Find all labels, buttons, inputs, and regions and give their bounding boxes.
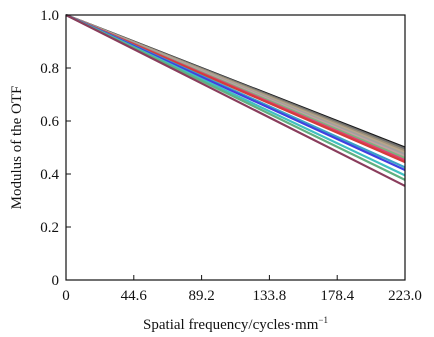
series-line-14 [65, 14, 406, 187]
x-axis-title-text: Spatial frequency/cycles·mm [143, 317, 319, 333]
x-tick-label: 89.2 [188, 288, 214, 304]
x-axis-title: Spatial frequency/cycles·mm−1 [143, 315, 328, 333]
y-tick-label: 0 [52, 273, 60, 289]
x-axis-title-superscript: −1 [318, 315, 328, 325]
y-axis-title: Modulus of the OTF [9, 86, 25, 210]
series-lines [65, 13, 406, 187]
plot-frame [65, 14, 406, 281]
y-tick-label: 0.2 [40, 220, 59, 236]
y-tick-label: 1.0 [40, 8, 59, 24]
x-axis-ticks: 0 44.6 89.2 133.8 178.4 223.0 [62, 275, 422, 304]
y-axis-ticks: 0 0.2 0.4 0.6 0.8 1.0 [40, 8, 71, 289]
y-tick-label: 0.6 [40, 114, 59, 130]
y-tick-label: 0.8 [40, 61, 59, 77]
x-tick-label: 0 [62, 288, 70, 304]
x-tick-label: 44.6 [121, 288, 148, 304]
y-tick-label: 0.4 [40, 167, 59, 183]
x-tick-label: 133.8 [253, 288, 287, 304]
x-tick-label: 178.4 [320, 288, 354, 304]
x-tick-label: 223.0 [388, 288, 422, 304]
